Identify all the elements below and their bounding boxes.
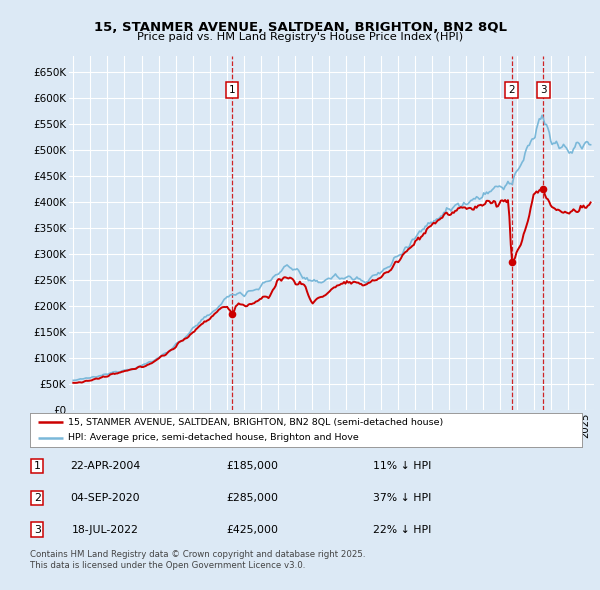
Text: £285,000: £285,000 <box>226 493 278 503</box>
Text: 1: 1 <box>34 461 41 471</box>
Text: 2: 2 <box>508 85 515 94</box>
Text: 22% ↓ HPI: 22% ↓ HPI <box>373 525 431 535</box>
Text: 1: 1 <box>229 85 236 94</box>
Text: 22-APR-2004: 22-APR-2004 <box>70 461 140 471</box>
Text: £185,000: £185,000 <box>226 461 278 471</box>
Text: £425,000: £425,000 <box>226 525 278 535</box>
Text: HPI: Average price, semi-detached house, Brighton and Hove: HPI: Average price, semi-detached house,… <box>68 434 358 442</box>
Text: 2: 2 <box>34 493 41 503</box>
Text: Price paid vs. HM Land Registry's House Price Index (HPI): Price paid vs. HM Land Registry's House … <box>137 32 463 42</box>
Text: 11% ↓ HPI: 11% ↓ HPI <box>373 461 431 471</box>
Text: 04-SEP-2020: 04-SEP-2020 <box>70 493 140 503</box>
Text: 37% ↓ HPI: 37% ↓ HPI <box>373 493 431 503</box>
Text: Contains HM Land Registry data © Crown copyright and database right 2025.
This d: Contains HM Land Registry data © Crown c… <box>30 550 365 570</box>
Text: 15, STANMER AVENUE, SALTDEAN, BRIGHTON, BN2 8QL: 15, STANMER AVENUE, SALTDEAN, BRIGHTON, … <box>94 21 506 34</box>
Text: 18-JUL-2022: 18-JUL-2022 <box>71 525 139 535</box>
Text: 15, STANMER AVENUE, SALTDEAN, BRIGHTON, BN2 8QL (semi-detached house): 15, STANMER AVENUE, SALTDEAN, BRIGHTON, … <box>68 418 443 427</box>
Text: 3: 3 <box>540 85 547 94</box>
Text: 3: 3 <box>34 525 41 535</box>
